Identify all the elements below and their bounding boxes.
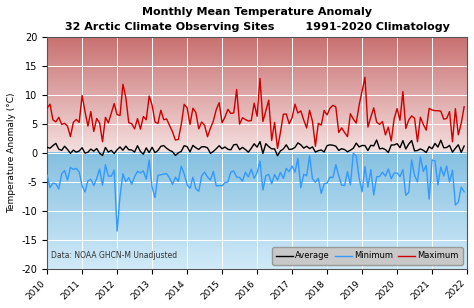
Minimum bbox=[345, 170, 350, 173]
Legend: Average, Minimum, Maximum: Average, Minimum, Maximum bbox=[272, 247, 463, 265]
Minimum bbox=[385, 167, 391, 171]
Average bbox=[73, 150, 79, 154]
Average bbox=[345, 150, 350, 154]
Line: Average: Average bbox=[47, 140, 464, 156]
Line: Maximum: Maximum bbox=[47, 77, 464, 148]
Maximum bbox=[173, 138, 178, 142]
Minimum bbox=[175, 180, 181, 183]
Minimum bbox=[44, 173, 50, 177]
Average bbox=[392, 143, 397, 147]
Minimum bbox=[114, 229, 120, 233]
Average bbox=[173, 154, 178, 157]
Minimum bbox=[106, 174, 111, 178]
Title: Monthly Mean Temperature Anomaly
32 Arctic Climate Observing Sites        1991-2: Monthly Mean Temperature Anomaly 32 Arct… bbox=[64, 7, 449, 32]
Maximum bbox=[385, 125, 391, 129]
Average bbox=[374, 138, 380, 142]
Minimum bbox=[461, 190, 467, 194]
Maximum bbox=[106, 121, 111, 125]
Maximum bbox=[44, 106, 50, 110]
Maximum bbox=[461, 105, 467, 109]
Average bbox=[385, 151, 391, 154]
Average bbox=[461, 144, 467, 148]
Minimum bbox=[73, 167, 79, 170]
Maximum bbox=[73, 118, 79, 121]
Maximum bbox=[345, 135, 350, 139]
Maximum bbox=[392, 117, 397, 121]
Average bbox=[274, 154, 280, 158]
Y-axis label: Temperature Anomaly (°C): Temperature Anomaly (°C) bbox=[7, 92, 16, 213]
Minimum bbox=[392, 171, 397, 175]
Average bbox=[44, 145, 50, 149]
Average bbox=[106, 150, 111, 154]
Maximum bbox=[274, 147, 280, 150]
Minimum bbox=[350, 152, 356, 155]
Text: Data: NOAA GHCN-M Unadjusted: Data: NOAA GHCN-M Unadjusted bbox=[51, 250, 177, 260]
Line: Minimum: Minimum bbox=[47, 153, 464, 231]
Maximum bbox=[362, 75, 368, 79]
